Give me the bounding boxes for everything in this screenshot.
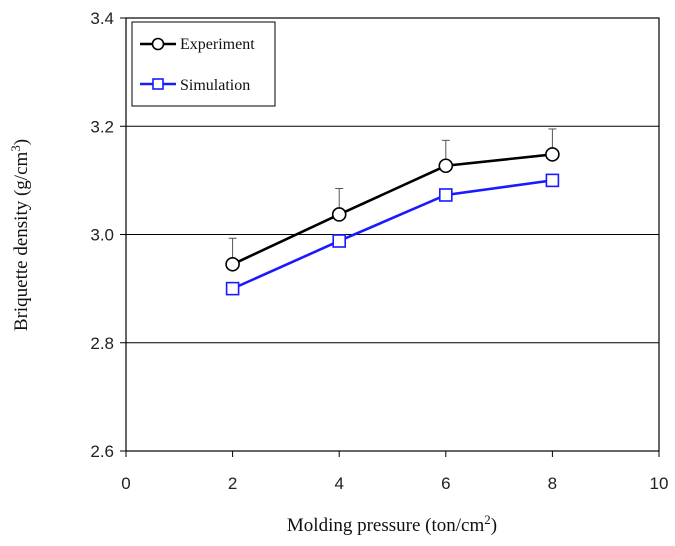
series-experiment <box>225 128 560 272</box>
data-point-experiment <box>331 207 347 222</box>
data-point-experiment <box>225 256 240 272</box>
series-line-simulation <box>232 179 553 290</box>
data-point-experiment <box>438 158 454 174</box>
x-tick-label: 10 <box>650 474 669 493</box>
gridlines <box>126 125 659 344</box>
x-axis: 0 2 4 6 8 10 <box>121 451 668 493</box>
data-point-simulation <box>545 173 560 188</box>
series-simulation <box>225 173 560 296</box>
y-tick-label: 3.0 <box>90 226 114 245</box>
data-point-simulation <box>225 281 240 296</box>
x-axis-title: Molding pressure (ton/cm2) <box>287 512 497 536</box>
y-axis-title: Briquette density (g/cm3) <box>8 139 32 331</box>
series-line-experiment <box>232 153 553 266</box>
y-tick-label: 3.4 <box>90 9 114 28</box>
legend-label-simulation: Simulation <box>180 77 250 94</box>
data-point-simulation <box>332 234 347 248</box>
x-tick-label: 6 <box>441 474 450 493</box>
x-tick-label: 4 <box>334 474 343 493</box>
x-tick-label: 0 <box>121 474 130 493</box>
y-tick-label: 2.6 <box>90 442 114 461</box>
data-point-simulation <box>438 188 453 202</box>
data-point-experiment <box>545 147 560 162</box>
legend-box <box>131 21 276 107</box>
x-tick-label: 8 <box>548 474 557 493</box>
y-tick-label: 2.8 <box>90 334 114 353</box>
y-tick-label: 3.2 <box>90 117 114 136</box>
legend-item-experiment: Experiment <box>140 36 255 53</box>
y-axis: 2.6 2.8 3.0 3.2 3.4 <box>90 9 126 461</box>
legend: Experiment Simulation <box>131 21 276 107</box>
legend-label-experiment: Experiment <box>180 36 255 53</box>
x-tick-label: 2 <box>228 474 237 493</box>
series-layer <box>225 128 560 296</box>
legend-marker-simulation <box>152 78 164 90</box>
legend-item-simulation: Simulation <box>140 77 250 94</box>
legend-marker-experiment <box>151 37 165 51</box>
